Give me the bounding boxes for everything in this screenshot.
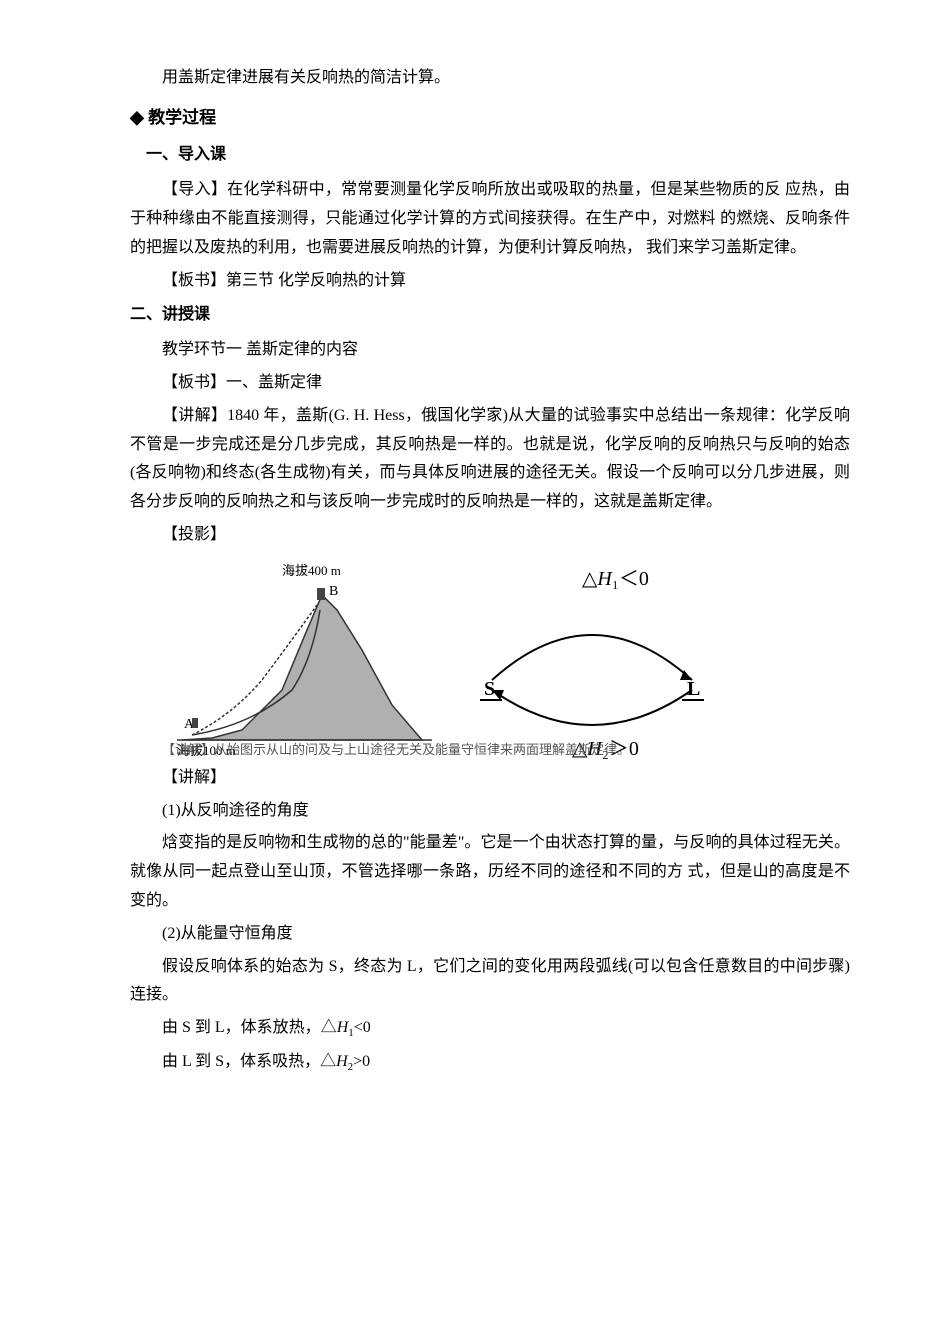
projection-label: 【投影】	[130, 521, 850, 550]
sl-h: H	[337, 1019, 349, 1036]
cycle-diagram: △H₁＜0 S L △H₂＞0	[442, 560, 742, 760]
mountain-diagram: 海拔400 m B A 海拔100 m	[162, 560, 442, 760]
section-process: ◆ 教学过程	[130, 101, 850, 134]
sub-heading-1: 一、导入课	[130, 141, 850, 170]
flag-b	[317, 588, 325, 600]
ls-suffix: >0	[353, 1053, 370, 1070]
dh1-label: △H₁＜0	[582, 568, 649, 590]
altitude-top: 海拔400 m	[282, 563, 341, 578]
flag-a	[192, 718, 198, 728]
line-sl: 由 S 到 L，体系放热，△H1<0	[130, 1014, 850, 1044]
intro-para: 【导入】在化学科研中，常常要测量化学反响所放出或吸取的热量，但是某些物质的反 应…	[130, 176, 850, 262]
point1-title: (1)从反响途径的角度	[130, 797, 850, 826]
diamond-icon: ◆	[130, 107, 144, 127]
intro-line: 用盖斯定律进展有关反响热的简洁计算。	[130, 64, 850, 93]
explain-1: 【讲解】1840 年，盖斯(G. H. Hess，俄国化学家)从大量的试验事实中…	[130, 402, 850, 517]
arc-bottom	[492, 690, 692, 725]
point1-text: 焓变指的是反响物和生成物的总的"能量差"。它是一个由状态打算的量，与反响的具体过…	[130, 829, 850, 915]
line-ls: 由 L 到 S，体系吸热，△H2>0	[130, 1048, 850, 1078]
diagram-container: 海拔400 m B A 海拔100 m △H₁＜0 S L △H₂＞0 【讲解】…	[162, 560, 850, 760]
arc-top	[492, 635, 692, 680]
sub-heading-2: 二、讲授课	[130, 301, 850, 330]
explain-2: 【讲解】	[130, 764, 850, 793]
env-1: 教学环节一 盖斯定律的内容	[130, 336, 850, 365]
board-1: 【板书】第三节 化学反响热的计算	[130, 267, 850, 296]
ls-prefix: 由 L 到 S，体系吸热，△	[162, 1053, 336, 1070]
point2-text: 假设反响体系的始态为 S，终态为 L，它们之间的变化用两段弧线(可以包含任意数目…	[130, 953, 850, 1011]
overlap-text: 【讲解】从始图示从山的问及与上山途径无关及能量守恒律来两面理解盖斯定律。	[162, 738, 630, 761]
point2-title: (2)从能量守恒角度	[130, 920, 850, 949]
l-label: L	[687, 678, 700, 700]
ls-h: H	[336, 1053, 348, 1070]
section-title: 教学过程	[148, 108, 216, 127]
mountain-shape	[182, 595, 422, 740]
board-2: 【板书】一、盖斯定律	[130, 369, 850, 398]
s-label: S	[484, 678, 495, 700]
point-b-label: B	[329, 584, 338, 599]
sl-suffix: <0	[354, 1019, 371, 1036]
sl-prefix: 由 S 到 L，体系放热，△	[162, 1019, 337, 1036]
